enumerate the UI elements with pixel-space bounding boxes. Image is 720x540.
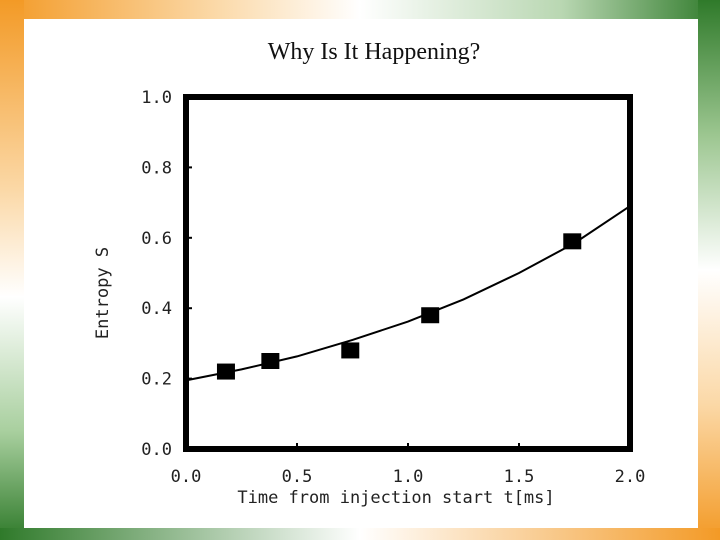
right-border-decoration	[698, 0, 720, 540]
data-point-marker	[216, 363, 235, 380]
plot-frame	[183, 94, 633, 452]
y-tick-label: 0.8	[141, 158, 172, 178]
entropy-chart: 0.0 0.2 0.4 0.6 0.8 1.0 0.0 0.5 1.0 1.5 2.0 Time …	[93, 88, 646, 508]
x-tick-label: 1.5	[504, 467, 535, 487]
y-tick-label: 0.6	[141, 229, 172, 249]
y-tick-label: 0.0	[141, 440, 172, 460]
x-tick-label: 2.0	[615, 467, 646, 487]
y-axis-ticks: 0.0 0.2 0.4 0.6 0.8 1.0	[141, 88, 192, 460]
x-tick-label: 1.0	[393, 467, 424, 487]
data-point-marker	[563, 233, 582, 250]
slide-title: Why Is It Happening?	[267, 39, 481, 65]
data-markers	[216, 233, 582, 380]
y-tick-label: 1.0	[141, 88, 172, 108]
data-point-marker	[261, 353, 280, 369]
data-point-marker	[341, 342, 360, 359]
x-tick-label: 0.5	[282, 467, 313, 487]
fit-curve	[185, 205, 631, 382]
slide-canvas: Why Is It Happening? 0.0 0.2 0.4 0.6 0.8 1.0 …	[24, 19, 698, 528]
x-axis-ticks: 0.0 0.5 1.0 1.5 2.0	[171, 443, 646, 487]
y-axis-label: Entropy S	[93, 247, 113, 339]
y-tick-label: 0.2	[141, 370, 172, 390]
x-axis-label: Time from injection start t[ms]	[237, 488, 554, 508]
y-tick-label: 0.4	[141, 299, 172, 319]
data-point-marker	[421, 307, 440, 324]
x-tick-label: 0.0	[171, 467, 202, 487]
bottom-border-decoration	[0, 528, 720, 540]
left-border-decoration	[0, 0, 24, 540]
